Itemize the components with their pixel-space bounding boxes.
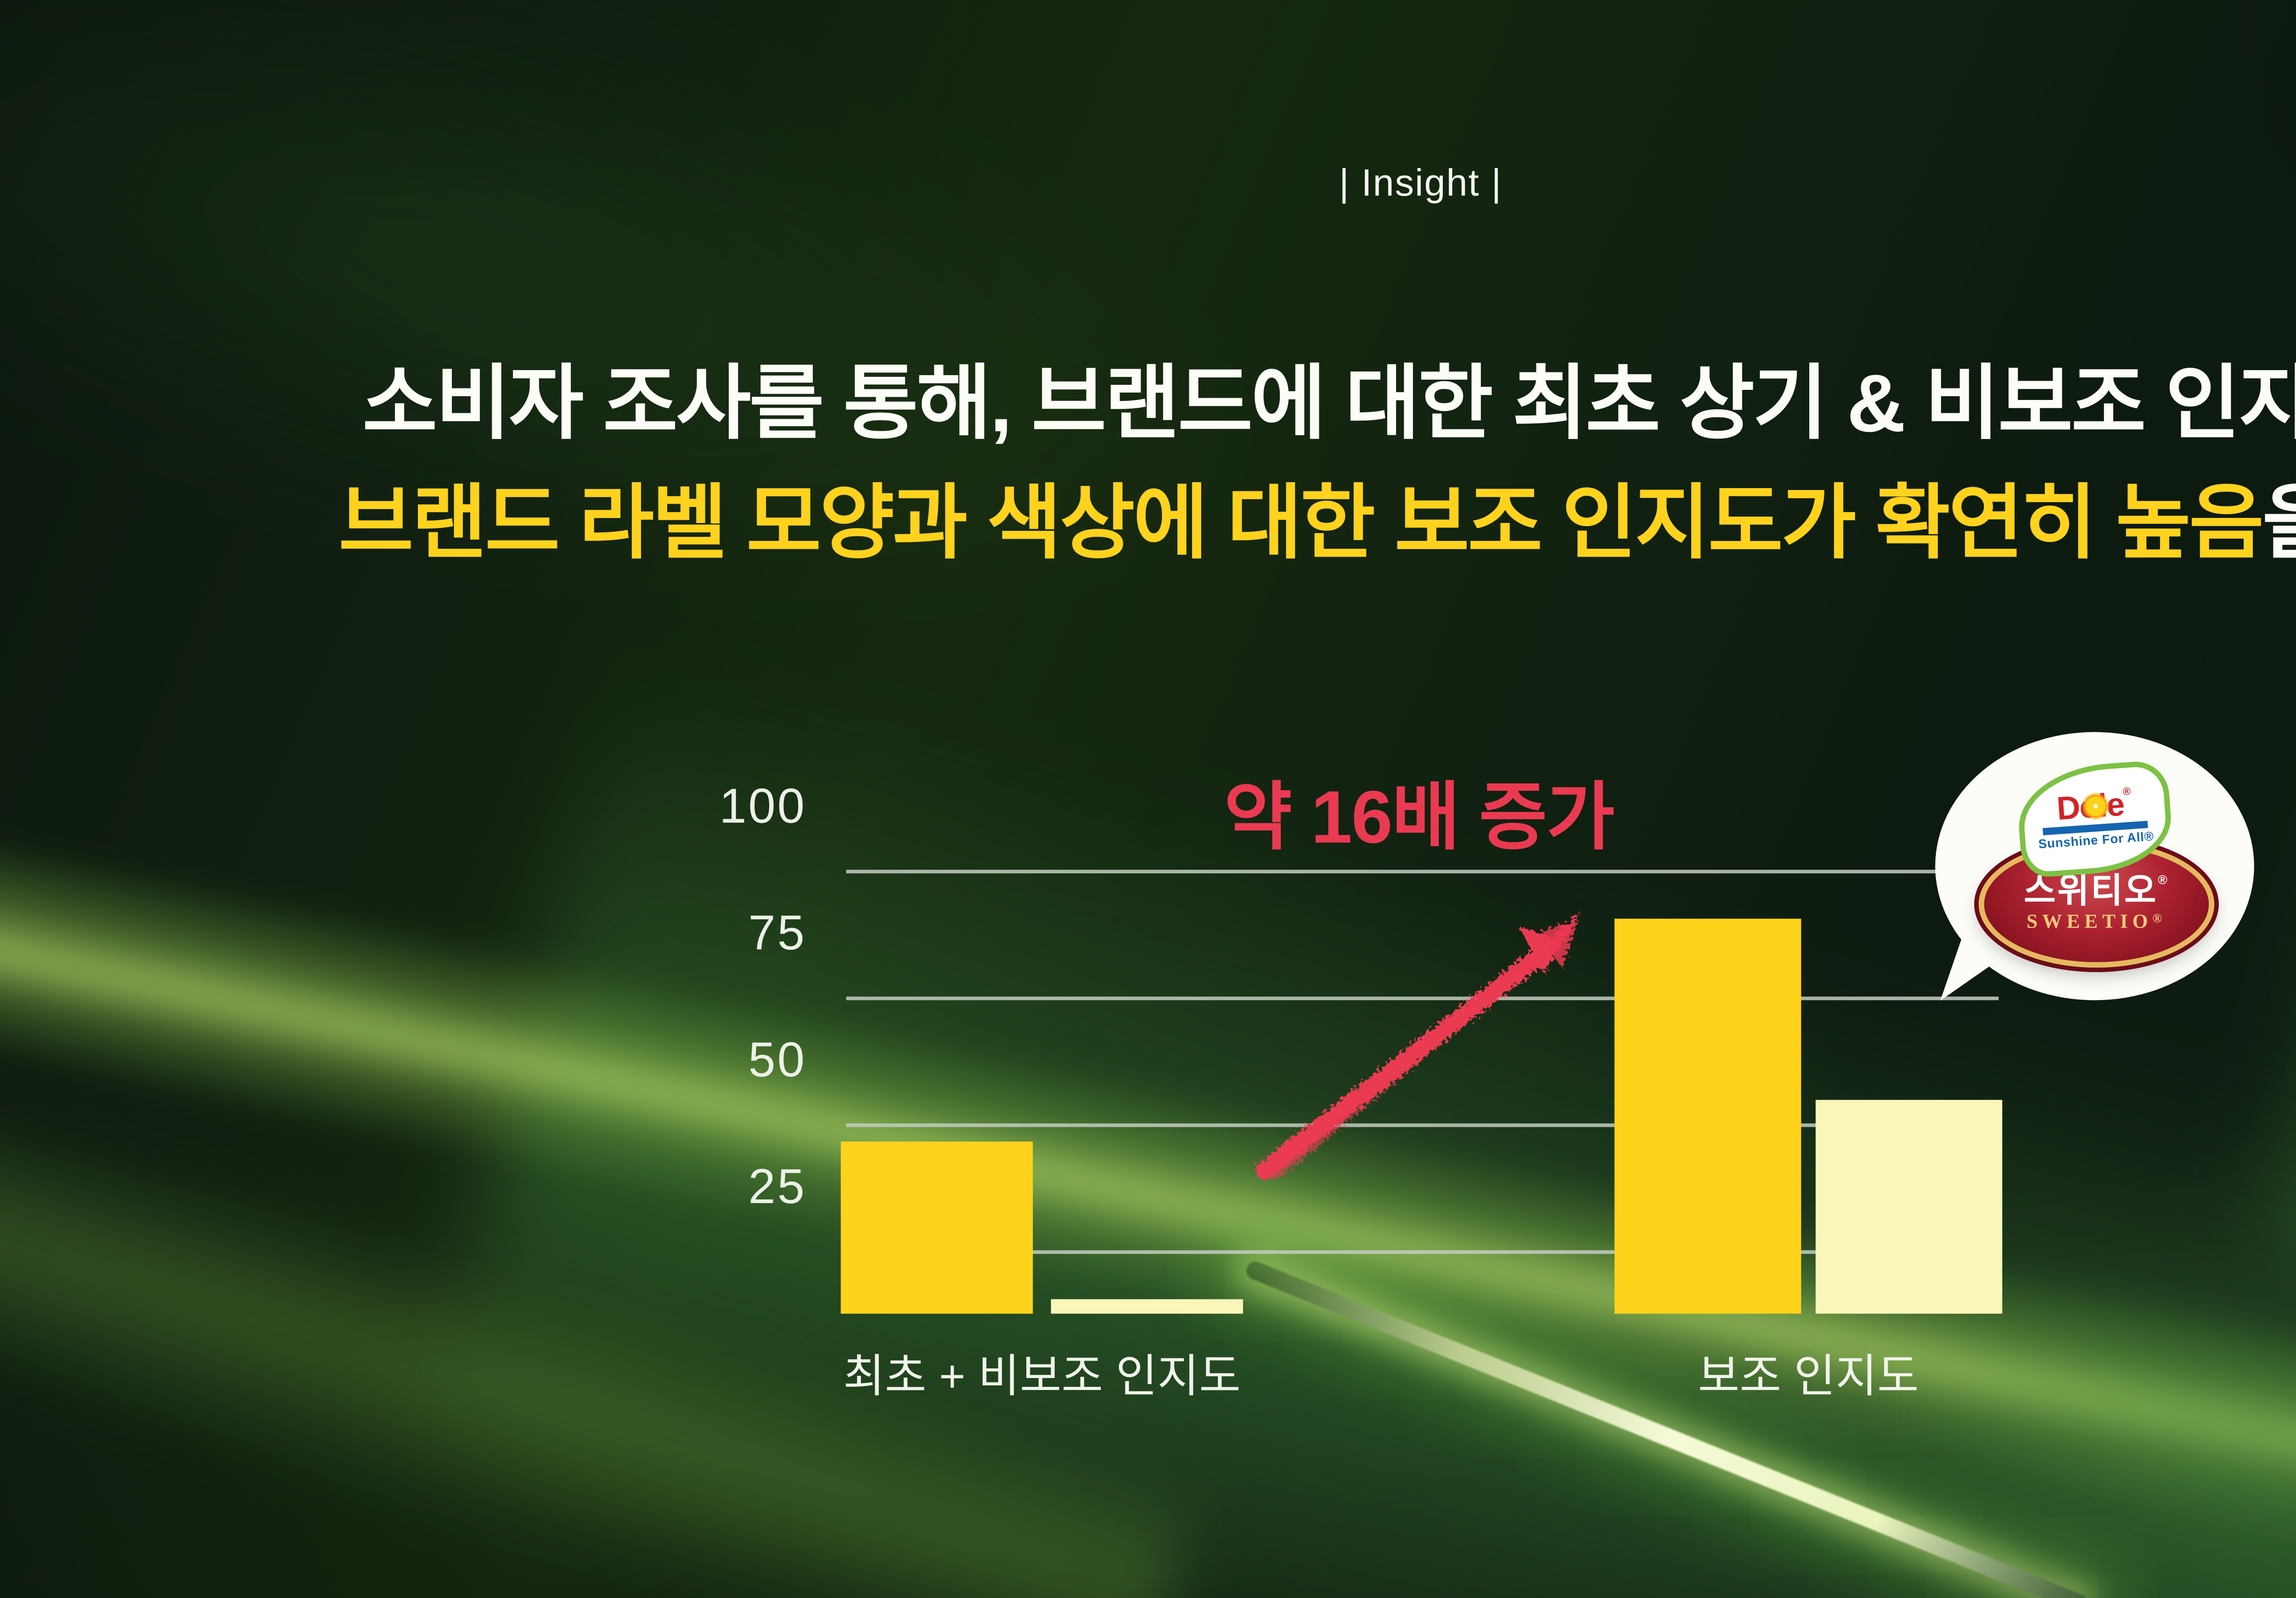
category-label-right: 보조 인지도 bbox=[1536, 1341, 2080, 1406]
gridline bbox=[846, 996, 1999, 1000]
registered-mark: ® bbox=[2122, 788, 2130, 799]
headline-line2: 브랜드 라벨 모양과 색상에 대한 보조 인지도가 확연히 높음을 확인 bbox=[0, 464, 2296, 583]
bar-group2-series1 bbox=[1614, 918, 1801, 1314]
dole-wordmark: Dole® bbox=[2055, 786, 2132, 827]
registered-mark: ® bbox=[2152, 912, 2167, 926]
headline-line1: 소비자 조사를 통해, 브랜드에 대한 최초 상기 & 비보조 인지 대비 bbox=[0, 344, 2296, 464]
increase-annotation: 약 16배 증가 bbox=[1057, 755, 1781, 864]
bar-group1-series1 bbox=[840, 1141, 1033, 1314]
y-tick-label: 75 bbox=[589, 902, 806, 964]
bar-group1-series2 bbox=[1051, 1299, 1243, 1314]
bar-group2-series2 bbox=[1815, 1100, 2003, 1314]
gridline bbox=[846, 1250, 1999, 1253]
sweetio-english: SWEETIO® bbox=[2026, 912, 2167, 933]
y-tick-label: 50 bbox=[589, 1029, 806, 1091]
sweetio-korean: 스위티오® bbox=[2024, 874, 2169, 912]
kicker: | Insight | bbox=[0, 163, 2296, 207]
headline-line2-tail: 을 확인 bbox=[2262, 477, 2296, 569]
category-label-left: 최초 + 비보조 인지도 bbox=[770, 1341, 1314, 1406]
headline-line2-highlight: 브랜드 라벨 모양과 색상에 대한 보조 인지도가 확연히 높음 bbox=[338, 477, 2264, 569]
registered-mark: ® bbox=[2158, 875, 2169, 888]
y-tick-label: 100 bbox=[589, 776, 806, 837]
gridline bbox=[846, 870, 1999, 872]
y-tick-label: 25 bbox=[589, 1156, 806, 1218]
brand-speech-bubble: Dole® Sunshine For All® 스위티오® SWEETIO® bbox=[1935, 732, 2254, 1001]
headline: 소비자 조사를 통해, 브랜드에 대한 최초 상기 & 비보조 인지 대비 브랜… bbox=[0, 344, 2296, 584]
